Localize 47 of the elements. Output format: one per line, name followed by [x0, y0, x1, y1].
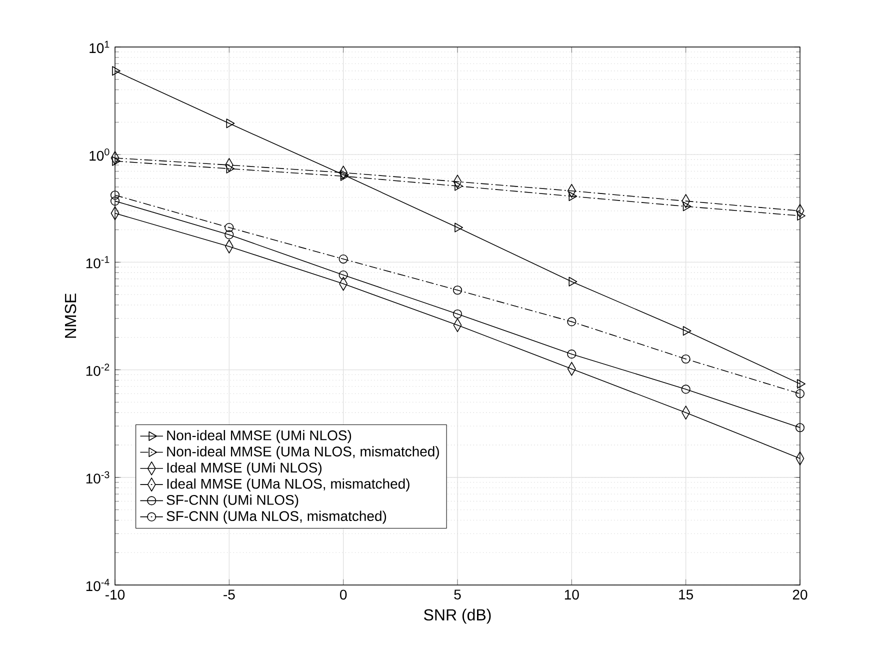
point [452, 309, 462, 319]
y-tick-label: 10$^{-2}$ [86, 364, 110, 376]
point [682, 202, 692, 212]
x-tick-label: 15 [679, 590, 694, 600]
point [454, 222, 463, 232]
x-tick-label: 10 [564, 590, 579, 600]
legend-label: Non-ideal MMSE (UMi NLOS) [167, 430, 352, 444]
y-tick-label: 10$^{-3}$ [86, 471, 110, 484]
point [681, 384, 690, 394]
y-tick-label: 10$^{0}$ [90, 148, 110, 161]
point [567, 350, 576, 359]
point [568, 276, 578, 286]
point [567, 317, 576, 326]
point [797, 210, 806, 221]
point [224, 222, 234, 232]
point [682, 326, 692, 336]
legend-label: Ideal MMSE (UMi NLOS) [167, 462, 322, 476]
point [452, 286, 462, 295]
x-tick-label: 0 [340, 590, 347, 600]
y-tick-label: 10$^{1}$ [90, 40, 110, 54]
point [338, 254, 348, 264]
legend-label: Ideal MMSE (UMa NLOS, mismatched) [167, 478, 410, 492]
point [338, 270, 348, 280]
point [110, 190, 120, 200]
y-axis-title: NMSE [64, 294, 76, 338]
point [454, 181, 463, 191]
point [795, 389, 805, 398]
legend-label: SF-CNN (UMa NLOS, mismatched) [166, 510, 386, 524]
y-tick-label: 10$^{-1}$ [86, 256, 110, 268]
x-axis-title: SNR (dB) [424, 608, 491, 624]
y-tick-label: 10$^{-4}$ [86, 578, 110, 592]
x-tick-label: -5 [224, 590, 235, 600]
point [110, 196, 120, 206]
x-tick-label: 5 [454, 590, 461, 600]
x-tick-label: -10 [106, 590, 125, 600]
point [226, 164, 235, 174]
point [681, 354, 690, 364]
point [224, 230, 234, 240]
point [112, 66, 120, 76]
x-tick-label: 20 [792, 590, 808, 600]
legend-label: Non-ideal MMSE (UMa NLOS, mismatched) [167, 446, 439, 460]
point [226, 118, 235, 128]
point [112, 156, 120, 166]
point [797, 379, 806, 389]
point [795, 423, 805, 432]
legend-label: SF-CNN (UMi NLOS) [166, 494, 298, 508]
point [568, 191, 578, 202]
